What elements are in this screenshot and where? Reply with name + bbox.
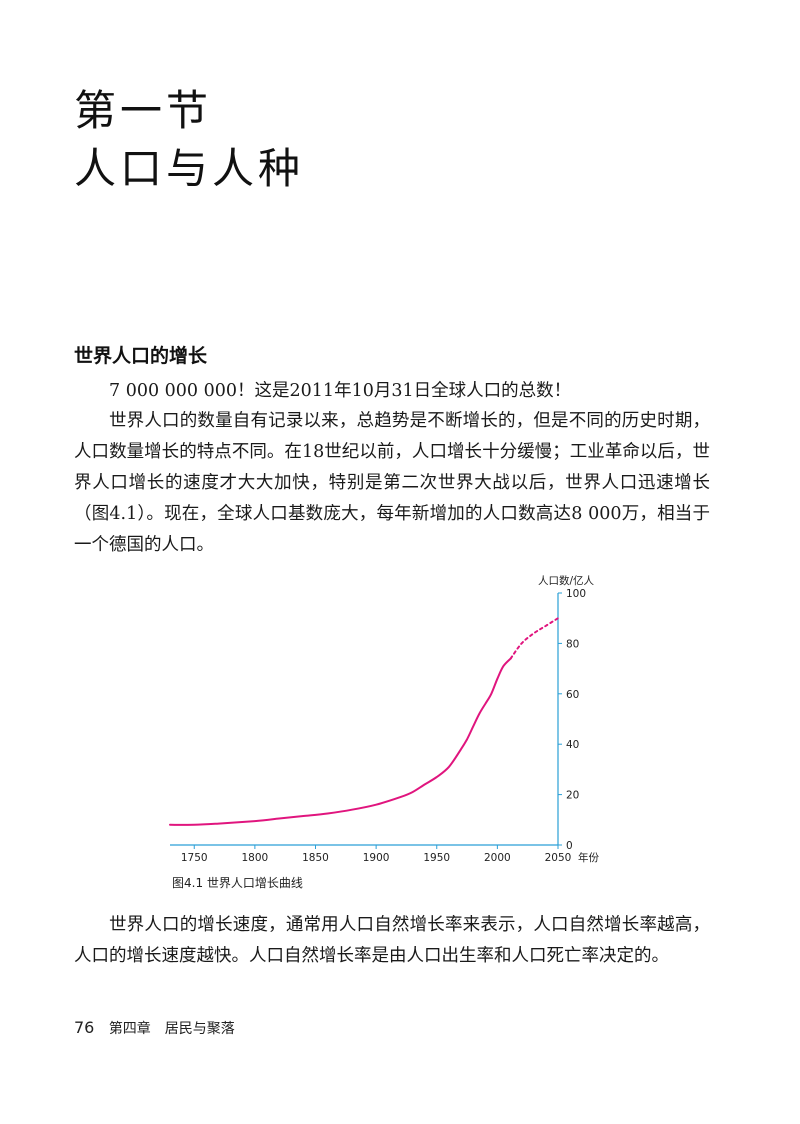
section-heading: 世界人口的增长 (74, 345, 208, 367)
x-tick-label: 2050 (545, 852, 572, 864)
body-paragraph: 世界人口的增长速度，通常用人口自然增长率来表示，人口自然增长率越高，人口的增长速… (74, 915, 710, 966)
y-axis-label: 人口数/亿人 (538, 574, 595, 587)
y-tick-label: 100 (566, 588, 586, 600)
body-paragraph: 世界人口的数量自有记录以来，总趋势是不断增长的，但是不同的历史时期，人口数量增长… (74, 411, 710, 555)
chapter-title: 第一节 人口与人种 (74, 82, 304, 198)
y-tick-label: 0 (566, 840, 573, 852)
page-footer: 76 第四章 居民与聚落 (74, 1018, 235, 1038)
y-tick-label: 60 (566, 689, 579, 701)
x-tick-label: 1950 (423, 852, 450, 864)
population-curve (169, 657, 512, 826)
figure-caption: 图4.1 世界人口增长曲线 (172, 876, 303, 890)
x-tick-label: 1800 (242, 852, 269, 864)
body-paragraph: 7 000 000 000！这是2011年10月31日全球人口的总数！ (109, 381, 572, 401)
x-tick-label: 1900 (363, 852, 390, 864)
projected-population-curve (509, 617, 559, 660)
section-number: 第一节 (74, 86, 213, 135)
x-tick-label: 2000 (484, 852, 511, 864)
x-axis-unit-label: 年份 (578, 851, 599, 864)
chapter-name: 第四章 居民与聚落 (108, 1021, 235, 1037)
y-tick-label: 80 (566, 638, 579, 650)
section-title: 人口与人种 (74, 144, 305, 193)
y-tick-label: 40 (566, 739, 579, 751)
page-number: 76 (74, 1018, 95, 1037)
x-tick-label: 1850 (302, 852, 329, 864)
x-tick-label: 1750 (181, 852, 208, 864)
y-tick-label: 20 (566, 790, 579, 802)
